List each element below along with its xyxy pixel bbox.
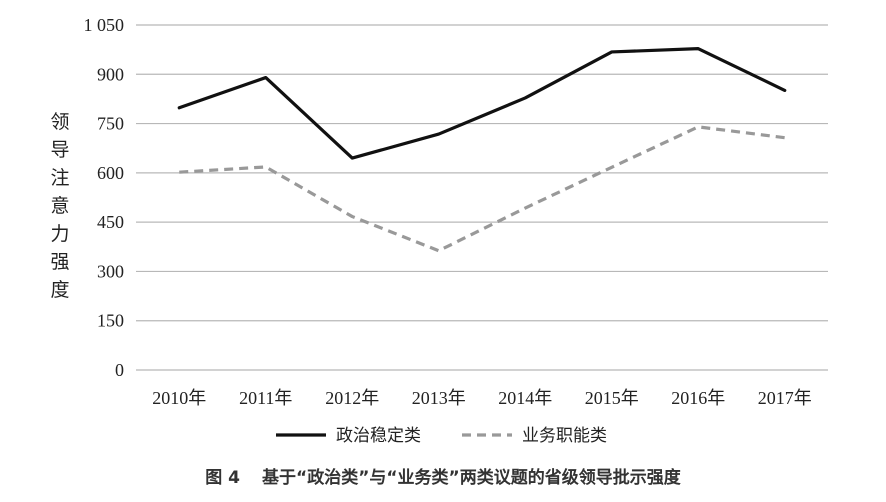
x-tick-label: 2015年 <box>585 388 639 408</box>
y-axis-ticks: 0 150 300 450 600 750 900 1 050 <box>84 15 125 380</box>
figure-caption-text: 基于“政治类”与“业务类”两类议题的省级领导批示强度 <box>262 468 681 488</box>
y-tick-label: 300 <box>97 261 124 281</box>
y-axis-label-char: 注 <box>50 167 69 189</box>
legend-label-1: 政治稳定类 <box>336 426 421 446</box>
y-tick-label: 0 <box>115 360 124 380</box>
x-tick-label: 2017年 <box>758 388 812 408</box>
y-axis-label-char: 领 <box>50 111 69 133</box>
y-tick-label: 900 <box>97 64 124 84</box>
y-axis-label-char: 力 <box>50 223 69 245</box>
y-axis-label-char: 意 <box>50 195 69 217</box>
y-tick-label: 450 <box>97 212 124 232</box>
x-tick-label: 2016年 <box>671 388 725 408</box>
series-line-2 <box>179 125 785 253</box>
legend-label-2: 业务职能类 <box>522 426 607 446</box>
y-axis-label-char: 度 <box>50 279 69 301</box>
series-line-1 <box>177 47 787 160</box>
x-tick-label: 2011年 <box>239 388 292 408</box>
figure-number: 图 4 <box>205 468 241 488</box>
y-axis-label-char: 导 <box>50 139 69 161</box>
grid-lines <box>136 24 828 371</box>
legend: 政治稳定类 业务职能类 <box>276 426 607 446</box>
y-tick-label: 600 <box>97 163 124 183</box>
x-tick-label: 2014年 <box>498 388 552 408</box>
x-tick-label: 2012年 <box>325 388 379 408</box>
x-tick-label: 2013年 <box>412 388 466 408</box>
x-axis-ticks: 2010年 2011年 2012年 2013年 2014年 2015年 2016年 2017年 <box>152 388 812 408</box>
series-lines <box>177 47 787 253</box>
y-tick-label: 1 050 <box>84 15 125 35</box>
y-axis-label-char: 强 <box>50 251 69 273</box>
figure-caption: 图 4 基于“政治类”与“业务类”两类议题的省级领导批示强度 <box>0 463 886 488</box>
y-tick-label: 750 <box>97 114 124 134</box>
y-tick-label: 150 <box>97 311 124 331</box>
line-chart: 0 150 300 450 600 750 900 1 050 2010年 2011年 2012年… <box>50 15 828 446</box>
x-tick-label: 2010年 <box>152 388 206 408</box>
